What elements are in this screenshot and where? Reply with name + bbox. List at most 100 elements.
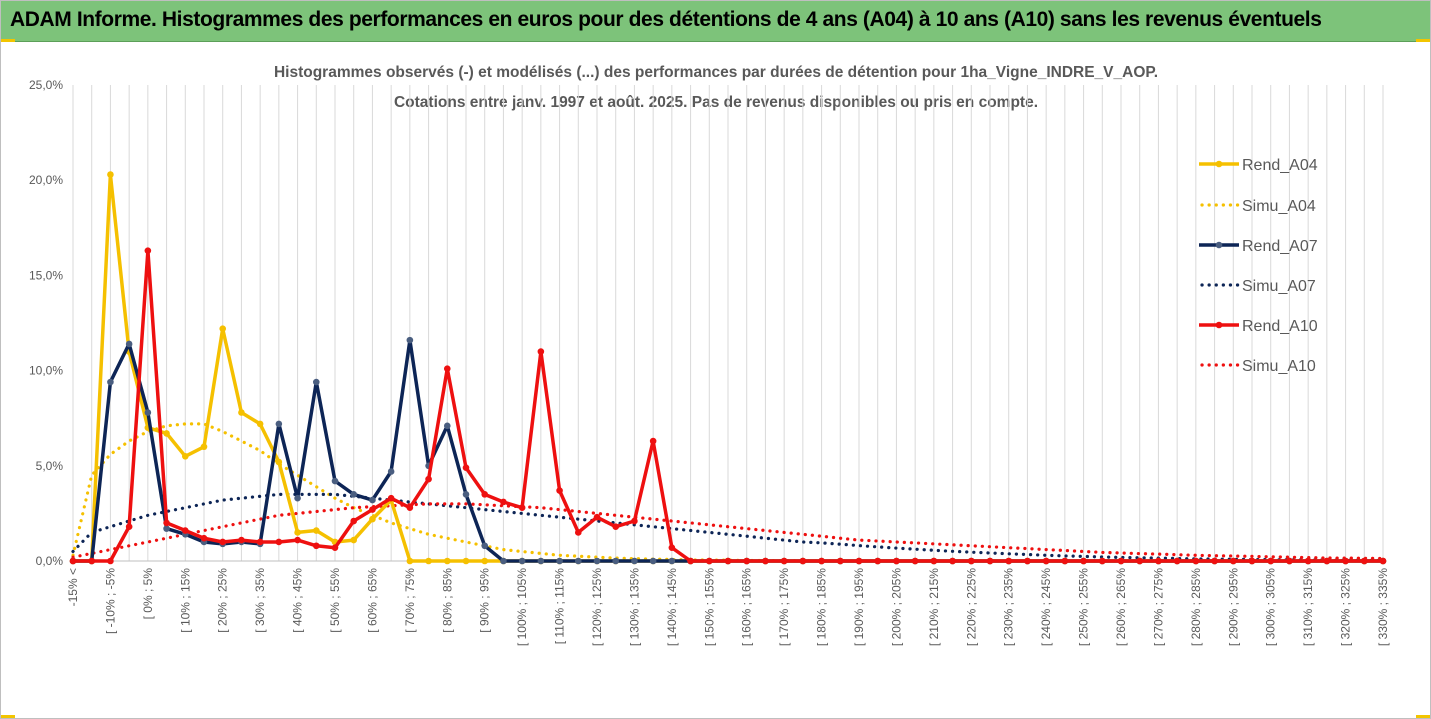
data-point-rend-a07	[350, 491, 358, 498]
grid-lines	[72, 85, 1384, 562]
data-point-rend-a10	[574, 529, 582, 536]
corner-mark-bl	[1, 715, 15, 718]
data-point-rend-a04	[238, 409, 245, 416]
data-point-rend-a10	[762, 557, 769, 565]
data-point-rend-a10	[238, 536, 245, 544]
data-point-rend-a07	[275, 420, 283, 428]
data-point-rend-a10	[1098, 557, 1106, 565]
data-point-rend-a10	[1342, 557, 1349, 565]
data-point-rend-a10	[949, 557, 956, 565]
data-point-rend-a04	[256, 420, 264, 428]
data-point-rend-a10	[481, 491, 489, 498]
data-point-rend-a10	[406, 504, 414, 511]
x-tick-label: [ 70% ; 75%	[403, 568, 417, 633]
data-point-rend-a10	[500, 498, 507, 506]
x-tick-label: [ 80% ; 85%	[440, 568, 454, 633]
data-point-rend-a10	[836, 557, 844, 565]
x-tick-label: [ 160% ; 165%	[740, 568, 754, 646]
data-point-rend-a10	[125, 523, 133, 531]
data-point-rend-a10	[986, 557, 994, 565]
data-point-rend-a07	[331, 477, 339, 485]
x-tick-label: [ 100% ; 105%	[515, 568, 529, 646]
x-tick-label: [ -10% ; -5%	[103, 568, 117, 634]
x-tick-label: [ 280% ; 285%	[1189, 568, 1203, 646]
data-point-rend-a07	[443, 422, 451, 430]
data-point-rend-a10	[1080, 557, 1087, 565]
x-tick-label: [ 140% ; 145%	[665, 568, 679, 646]
x-tick-label: [ 90% ; 95%	[478, 568, 492, 633]
data-point-rend-a10	[219, 538, 227, 546]
data-point-rend-a10	[1042, 557, 1050, 565]
data-point-rend-a10	[294, 536, 301, 544]
x-tick-label: [ 270% ; 275%	[1151, 568, 1165, 646]
data-point-rend-a10	[387, 494, 395, 502]
x-tick-label: [ 60% ; 65%	[365, 568, 379, 633]
legend-marker-rend-a04	[1215, 160, 1223, 168]
data-point-rend-a10	[1360, 557, 1368, 565]
data-point-rend-a04	[369, 515, 376, 523]
x-tick-label: [ 170% ; 175%	[777, 568, 791, 646]
report-banner: ADAM Informe. Histogrammes des performan…	[1, 1, 1430, 42]
data-point-rend-a10	[780, 557, 788, 565]
legend-label-rend-a04: Rend_A04	[1242, 157, 1318, 174]
data-point-rend-a07	[294, 494, 301, 502]
data-point-rend-a10	[181, 527, 189, 534]
y-tick-label: 10,0%	[29, 364, 63, 378]
data-point-rend-a10	[687, 557, 694, 565]
data-point-rend-a04	[200, 443, 208, 451]
legend-marker-rend-a10	[1215, 321, 1223, 329]
data-point-rend-a07	[649, 557, 657, 565]
data-point-rend-a10	[930, 557, 938, 565]
y-tick-label: 15,0%	[29, 268, 63, 282]
x-tick-label: [ 210% ; 215%	[927, 568, 941, 646]
data-point-rend-a10	[799, 557, 807, 565]
data-point-rend-a10	[144, 247, 152, 254]
series-group	[69, 171, 1387, 565]
x-tick-label: [ 290% ; 295%	[1226, 568, 1240, 646]
data-point-rend-a10	[518, 504, 526, 511]
data-point-rend-a04	[181, 452, 189, 460]
x-tick-label: [ 180% ; 185%	[815, 568, 829, 646]
data-point-rend-a10	[1323, 557, 1331, 565]
data-point-rend-a04	[425, 557, 432, 565]
data-point-rend-a10	[443, 365, 451, 372]
data-point-rend-a10	[724, 557, 732, 565]
data-point-rend-a10	[1229, 557, 1237, 565]
data-point-rend-a07	[462, 491, 470, 498]
data-point-rend-a07	[144, 409, 152, 416]
x-tick-label: -15% <	[66, 568, 80, 606]
data-point-rend-a04	[107, 171, 114, 178]
data-point-rend-a07	[500, 557, 507, 565]
data-point-rend-a07	[518, 557, 526, 565]
legend-label-simu-a04: Simu_A04	[1242, 198, 1316, 215]
y-tick-label: 5,0%	[36, 459, 64, 473]
corner-mark-br	[1416, 715, 1430, 718]
x-tick-label: [ 190% ; 195%	[852, 568, 866, 646]
data-point-rend-a07	[593, 557, 601, 565]
data-point-rend-a10	[312, 542, 320, 550]
x-tick-label: [ 300% ; 305%	[1264, 568, 1278, 646]
chart-title-line2: Cotations entre janv. 1997 et août. 2025…	[394, 94, 1038, 111]
data-point-rend-a10	[1248, 557, 1256, 565]
data-point-rend-a04	[406, 557, 414, 565]
data-point-rend-a04	[350, 536, 358, 544]
data-point-rend-a10	[369, 506, 376, 513]
data-point-rend-a10	[107, 557, 114, 565]
data-point-rend-a10	[668, 544, 676, 551]
data-point-rend-a10	[593, 513, 601, 521]
data-point-rend-a07	[631, 557, 638, 565]
data-point-rend-a10	[331, 544, 339, 551]
data-point-rend-a10	[893, 557, 900, 565]
x-tick-label: [ 230% ; 235%	[1002, 568, 1016, 646]
data-point-rend-a10	[612, 523, 620, 531]
data-point-rend-a04	[481, 557, 489, 565]
legend: Rend_A04 Simu_A04 Rend_A07 Simu_A07 Rend_A10…	[1199, 157, 1318, 375]
x-tick-label: [ 240% ; 245%	[1039, 568, 1053, 646]
data-point-rend-a10	[425, 475, 432, 483]
corner-mark-tr	[1416, 39, 1430, 42]
y-tick-label: 25,0%	[29, 78, 63, 92]
data-point-rend-a10	[1192, 557, 1200, 565]
data-point-rend-a07	[163, 525, 170, 532]
